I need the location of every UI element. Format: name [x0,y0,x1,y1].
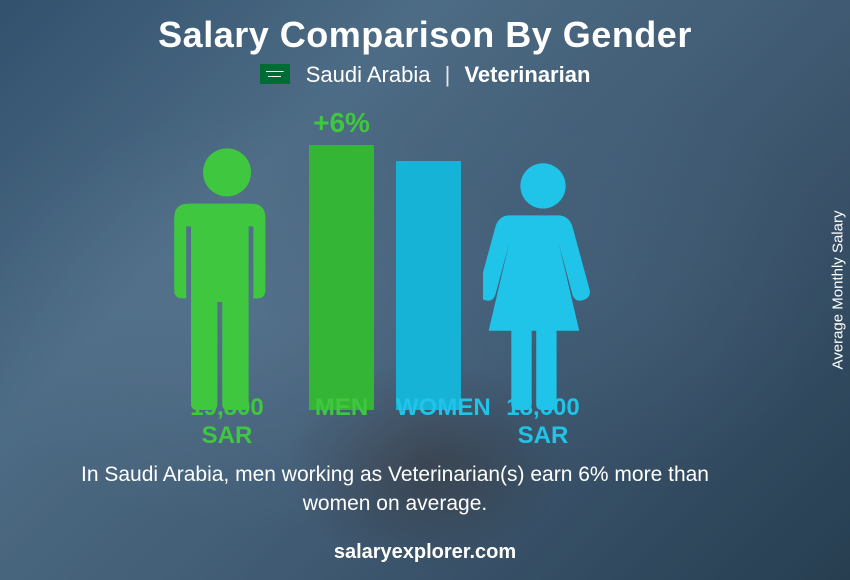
infographic-stage: Salary Comparison By Gender Saudi Arabia… [0,0,850,580]
men-bar-col: +6% [309,145,374,410]
job-label: Veterinarian [464,62,590,87]
women-bar-fill [396,161,461,410]
comparison-chart: +6% [0,100,770,410]
men-label: MEN [309,394,374,450]
difference-percent: +6% [313,107,370,139]
men-bar-fill [309,145,374,410]
women-icon-col [483,140,603,410]
page-title: Salary Comparison By Gender [0,14,850,56]
men-bar: +6% [309,145,374,410]
women-label: WOMEN [396,394,461,450]
men-salary-label: 19,800 SAR [167,394,287,450]
attribution-text: salaryexplorer.com [0,541,850,564]
women-bar-col [396,161,461,410]
flag-icon [260,64,290,84]
men-icon-col [167,140,287,410]
country-label: Saudi Arabia [306,62,431,87]
labels-row: 19,800 SAR MEN WOMEN 18,600 SAR [0,394,770,450]
subtitle: Saudi Arabia | Veterinarian [0,62,850,88]
y-axis-label: Average Monthly Salary [830,290,847,449]
male-icon [167,140,287,410]
description-text: In Saudi Arabia, men working as Veterina… [60,461,730,518]
women-salary-label: 18,600 SAR [483,394,603,450]
female-icon [483,140,603,410]
separator: | [445,62,451,87]
women-bar [396,161,461,410]
